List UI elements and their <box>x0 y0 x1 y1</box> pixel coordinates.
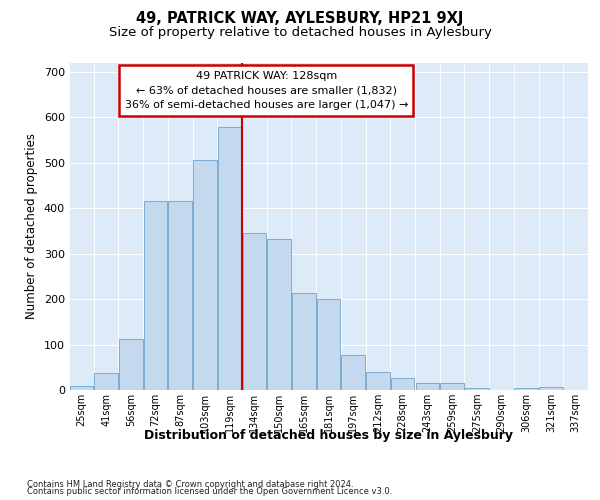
Text: 49 PATRICK WAY: 128sqm
← 63% of detached houses are smaller (1,832)
36% of semi-: 49 PATRICK WAY: 128sqm ← 63% of detached… <box>125 70 408 110</box>
Bar <box>268 238 291 390</box>
Bar <box>391 378 415 390</box>
Bar <box>70 386 93 390</box>
Bar <box>169 201 192 390</box>
Bar <box>539 387 563 390</box>
Text: Size of property relative to detached houses in Aylesbury: Size of property relative to detached ho… <box>109 26 491 39</box>
Text: Contains public sector information licensed under the Open Government Licence v3: Contains public sector information licen… <box>27 488 392 496</box>
Bar <box>465 388 488 390</box>
Text: Contains HM Land Registry data © Crown copyright and database right 2024.: Contains HM Land Registry data © Crown c… <box>27 480 353 489</box>
Y-axis label: Number of detached properties: Number of detached properties <box>25 133 38 320</box>
Bar <box>242 233 266 390</box>
Bar <box>94 372 118 390</box>
Bar <box>366 372 389 390</box>
Bar <box>218 127 241 390</box>
Bar <box>144 201 167 390</box>
Text: Distribution of detached houses by size in Aylesbury: Distribution of detached houses by size … <box>145 430 513 442</box>
Bar <box>119 339 143 390</box>
Bar <box>193 160 217 390</box>
Bar <box>317 299 340 390</box>
Bar <box>416 382 439 390</box>
Text: 49, PATRICK WAY, AYLESBURY, HP21 9XJ: 49, PATRICK WAY, AYLESBURY, HP21 9XJ <box>136 11 464 26</box>
Bar <box>341 354 365 390</box>
Bar <box>292 293 316 390</box>
Bar <box>440 383 464 390</box>
Bar <box>514 388 538 390</box>
